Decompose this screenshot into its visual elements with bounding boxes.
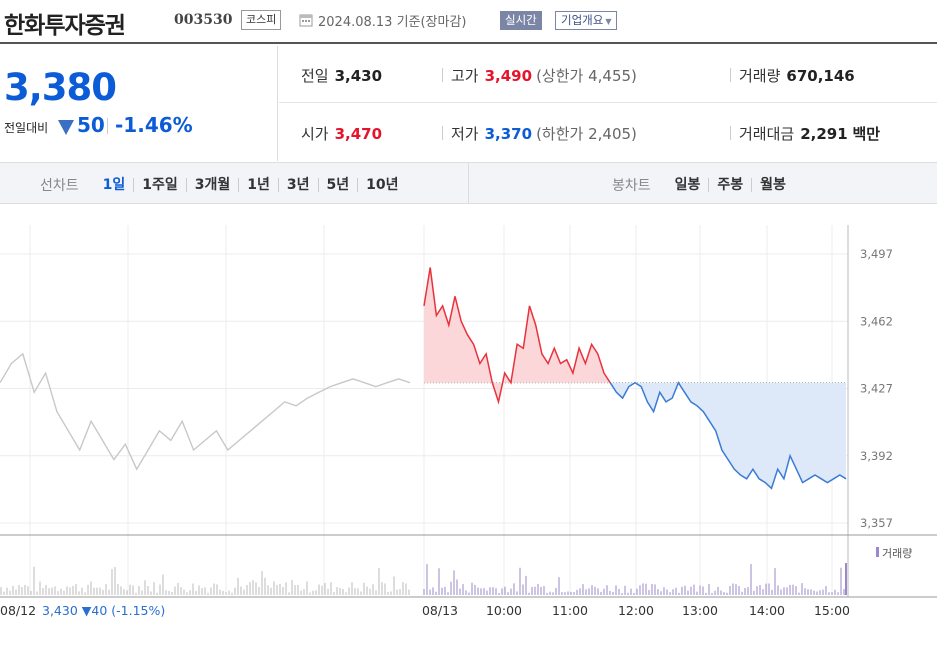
tab-1w[interactable]: 1주일	[134, 178, 187, 192]
prev-day-line	[0, 352, 411, 471]
prev-day-summary: 3,430 ▼40 (-1.15%)	[42, 603, 165, 618]
price-chart[interactable]: 3,497 3,462 3,427 3,392 3,357 거래량 08/12 3,430 ▼…	[0, 205, 937, 649]
price-summary: 3,380 전일대비 50 -1.46%	[0, 46, 278, 161]
market-badge: 코스피	[241, 10, 282, 30]
chart-tab-bar: 선차트 1일 1주일 3개월 1년 3년 5년 10년 봉차트 일봉 주봉 월봉	[0, 162, 937, 204]
x-tick-label: 14:00	[749, 603, 785, 618]
y-tick-label: 3,392	[860, 449, 893, 463]
volume-label: 거래량	[739, 67, 781, 85]
company-overview-button[interactable]: 기업개요 ▼	[555, 11, 618, 30]
amount-value: 2,291	[800, 125, 848, 143]
x-tick-label: 15:00	[814, 603, 850, 618]
candle-tabs: 봉차트 일봉 주봉 월봉	[612, 175, 794, 195]
x-tick-label: 13:00	[682, 603, 718, 618]
divider	[442, 126, 443, 140]
tab-10y[interactable]: 10년	[366, 177, 399, 193]
high-value: 3,490	[484, 67, 533, 85]
open-value: 3,470	[334, 125, 383, 143]
price-diff: 50	[77, 113, 105, 137]
realtime-button[interactable]: 실시간	[500, 11, 542, 30]
upper-limit-value: 4,455)	[588, 67, 637, 85]
line-chart-title: 선차트	[40, 178, 79, 194]
x-tick-label: 12:00	[618, 603, 654, 618]
tab-1y[interactable]: 1년	[239, 178, 279, 192]
upper-limit-label: (상한가	[536, 67, 584, 85]
open-label: 시가	[301, 125, 329, 143]
low-cell: 저가 3,370 (하한가 2,405)	[451, 123, 637, 144]
lower-limit-value: 2,405)	[588, 125, 637, 143]
price-chart-svg: 3,497 3,462 3,427 3,392 3,357 거래량 08/12 3,430 ▼…	[0, 225, 937, 618]
tab-5y[interactable]: 5년	[319, 178, 359, 192]
high-cell: 고가 3,490 (상한가 4,455)	[451, 65, 637, 86]
tab-weekly[interactable]: 주봉	[709, 178, 753, 192]
prev-close-value: 3,430	[334, 67, 383, 85]
tab-monthly[interactable]: 월봉	[760, 177, 786, 193]
info-row: 전일 3,430 고가 3,490 (상한가 4,455) 거래량 670,146	[279, 46, 937, 103]
period-tabs: 선차트 1일 1주일 3개월 1년 3년 5년 10년	[40, 175, 407, 195]
y-tick-label: 3,427	[860, 382, 893, 396]
info-row: 시가 3,470 저가 3,370 (하한가 2,405) 거래대금 2,291 백만	[279, 104, 937, 161]
prev-close-cell: 전일 3,430	[301, 65, 382, 86]
candle-chart-title: 봉차트	[612, 178, 651, 194]
amount-cell: 거래대금 2,291 백만	[739, 123, 880, 144]
volume-legend-swatch	[876, 547, 879, 557]
calendar-icon	[299, 14, 313, 27]
low-value: 3,370	[484, 125, 533, 143]
lower-limit-label: (하한가	[536, 125, 584, 143]
stock-header: 한화투자증권 003530 코스피 2024.08.13 기준(장마감) 실시간…	[0, 0, 937, 44]
divider	[730, 68, 731, 82]
stock-code: 003530	[174, 12, 233, 28]
x-tick-label: 08/12	[0, 603, 36, 618]
amount-unit: 백만	[852, 125, 881, 143]
x-tick-label: 10:00	[486, 603, 522, 618]
amount-label: 거래대금	[739, 125, 795, 143]
tab-1d[interactable]: 1일	[95, 178, 135, 192]
divider	[468, 163, 469, 204]
open-cell: 시가 3,470	[301, 123, 382, 144]
x-tick-label: 08/13	[422, 603, 458, 618]
price-diff-percent: -1.46%	[115, 113, 193, 137]
divider	[730, 126, 731, 140]
price-info-grid: 전일 3,430 고가 3,490 (상한가 4,455) 거래량 670,146 시가…	[279, 46, 937, 161]
tab-3m[interactable]: 3개월	[187, 178, 240, 192]
divider	[107, 118, 108, 134]
reference-date: 2024.08.13 기준(장마감)	[318, 15, 467, 30]
volume-value: 670,146	[786, 67, 855, 85]
x-tick-label: 11:00	[552, 603, 588, 618]
volume-legend-label: 거래량	[882, 547, 912, 560]
prev-compare-label: 전일대비	[4, 121, 49, 135]
today-down-line	[609, 381, 847, 490]
company-overview-label: 기업개요	[561, 13, 604, 27]
current-price: 3,380	[4, 66, 117, 109]
high-label: 고가	[451, 67, 479, 85]
up-area	[424, 267, 611, 402]
tab-3y[interactable]: 3년	[279, 178, 319, 192]
volume-cell: 거래량 670,146	[739, 65, 855, 86]
prev-close-label: 전일	[301, 67, 329, 85]
y-tick-label: 3,357	[860, 516, 893, 530]
today-up-line	[423, 267, 611, 405]
low-label: 저가	[451, 125, 479, 143]
stock-name: 한화투자증권	[4, 13, 126, 39]
down-area	[610, 382, 846, 489]
y-tick-label: 3,462	[860, 314, 893, 328]
down-arrow-icon	[58, 120, 74, 135]
y-tick-label: 3,497	[860, 247, 893, 261]
chevron-down-icon: ▼	[605, 17, 612, 26]
divider	[442, 68, 443, 82]
tab-daily[interactable]: 일봉	[667, 178, 710, 192]
